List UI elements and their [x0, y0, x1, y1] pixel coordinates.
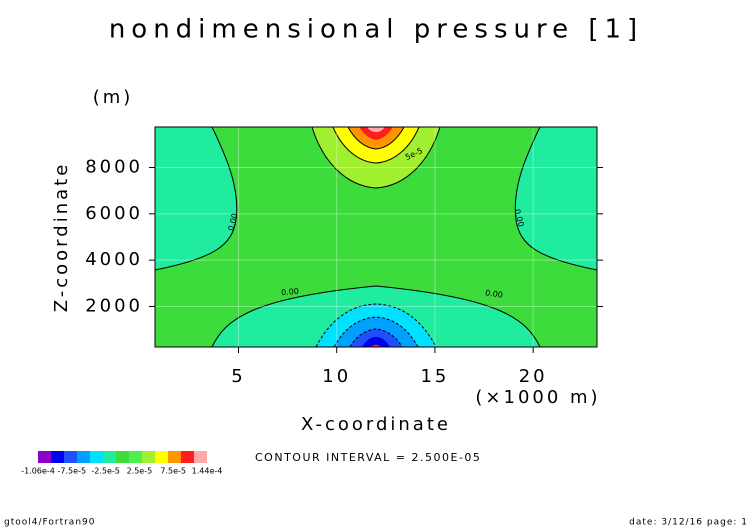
x-unit: (×1000 m) — [475, 387, 600, 408]
colorbar-label: -7.5e-5 — [58, 467, 87, 476]
contour-line — [315, 303, 437, 348]
colorbar-swatch — [103, 451, 116, 463]
y-tick-label: 4000 — [85, 249, 143, 270]
colorbar-label: 1.44e-4 — [192, 467, 223, 476]
footer-right: date: 3/12/16 page: 1 — [629, 518, 748, 528]
colorbar-swatch — [155, 451, 168, 463]
colorbar-swatch — [77, 451, 90, 463]
colorbar-swatch — [181, 451, 194, 463]
colorbar-swatch — [129, 451, 142, 463]
contour-line — [514, 126, 598, 271]
colorbar-label: -1.06e-4 — [21, 467, 55, 476]
contour-label: 0.00 — [281, 287, 300, 298]
contour-label: 0.00 — [226, 212, 239, 232]
region — [367, 127, 385, 132]
chart-title: nondimensional pressure [1] — [109, 15, 643, 45]
colorbar-swatch — [38, 451, 51, 463]
region — [515, 127, 597, 270]
contour-field — [154, 126, 598, 348]
contour-interval: CONTOUR INTERVAL = 2.500E-05 — [255, 451, 481, 464]
y-tick-label: 8000 — [85, 157, 143, 178]
contour-line — [332, 126, 420, 164]
y-tick-label: 6000 — [85, 203, 143, 224]
contour-label: 0.00 — [485, 288, 504, 299]
y-unit: (m) — [93, 87, 134, 108]
colorbar-label: -2.5e-5 — [91, 467, 120, 476]
colorbar-swatch — [142, 451, 155, 463]
x-tick-label: 10 — [322, 366, 351, 387]
footer-left: gtool4/Fortran90 — [4, 518, 95, 528]
contour-line — [154, 126, 238, 271]
colorbar-label: 2.5e-5 — [127, 467, 153, 476]
contour-line — [349, 328, 403, 348]
y-axis-label: Z-coordinate — [51, 162, 72, 313]
colorbar-swatch — [51, 451, 64, 463]
contour-label: 0.00 — [512, 208, 525, 228]
region — [155, 127, 237, 270]
colorbar-label: 7.5e-5 — [160, 467, 186, 476]
colorbar-swatch — [194, 451, 207, 463]
plot-frame — [154, 126, 598, 348]
colorbar-swatch — [116, 451, 129, 463]
region — [362, 337, 390, 347]
x-axis-label: X-coordinate — [301, 414, 451, 435]
region — [359, 127, 393, 140]
grid — [155, 127, 597, 347]
colorbar-swatch — [90, 451, 103, 463]
contour-line — [211, 285, 541, 348]
x-tick-label: 5 — [231, 366, 245, 387]
y-tick-label: 2000 — [85, 295, 143, 316]
region — [371, 344, 381, 347]
colorbar-swatch — [64, 451, 77, 463]
contour-line — [311, 126, 441, 189]
colorbar: -1.06e-4 -7.5e-5 -2.5e-5 2.5e-5 7.5e-5 1.44e-… — [21, 451, 222, 476]
x-tick-label: 15 — [420, 366, 449, 387]
colorbar-swatch — [168, 451, 181, 463]
contour-line — [347, 126, 405, 150]
x-tick-label: 20 — [519, 366, 548, 387]
